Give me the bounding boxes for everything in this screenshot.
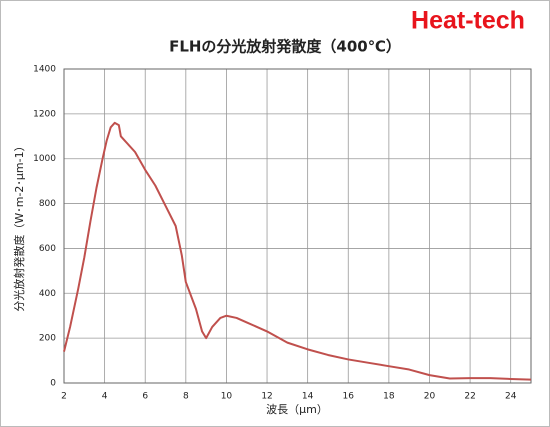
y-axis-label: 分光放射発散度（W･m-2･μm-1） bbox=[12, 140, 26, 311]
x-tick-label: 10 bbox=[221, 392, 233, 402]
x-tick-label: 2 bbox=[61, 392, 67, 402]
y-tick-label: 800 bbox=[39, 199, 56, 209]
logo: Heat-tech bbox=[411, 7, 525, 35]
x-tick-label: 22 bbox=[464, 392, 475, 402]
x-tick-label: 6 bbox=[142, 392, 148, 402]
y-tick-label: 600 bbox=[39, 244, 56, 254]
x-tick-label: 14 bbox=[302, 392, 314, 402]
y-tick-label: 400 bbox=[39, 289, 56, 299]
x-tick-label: 18 bbox=[383, 392, 395, 402]
x-tick-label: 20 bbox=[424, 392, 436, 402]
x-tick-label: 12 bbox=[261, 392, 272, 402]
x-axis-label: 波長（μm） bbox=[266, 403, 328, 416]
plot-area bbox=[63, 68, 532, 384]
chart-title: FLHの分光放射発散度（400℃） bbox=[169, 38, 401, 56]
x-tick-label: 8 bbox=[183, 392, 189, 402]
x-tick-label: 24 bbox=[505, 392, 517, 402]
y-tick-label: 200 bbox=[39, 334, 56, 344]
y-tick-label: 1400 bbox=[33, 65, 56, 75]
x-tick-label: 16 bbox=[343, 392, 355, 402]
y-tick-label: 0 bbox=[50, 379, 56, 389]
y-tick-label: 1200 bbox=[33, 109, 56, 119]
y-tick-label: 1000 bbox=[33, 154, 56, 164]
x-tick-label: 4 bbox=[102, 392, 108, 402]
data-line bbox=[63, 121, 532, 381]
